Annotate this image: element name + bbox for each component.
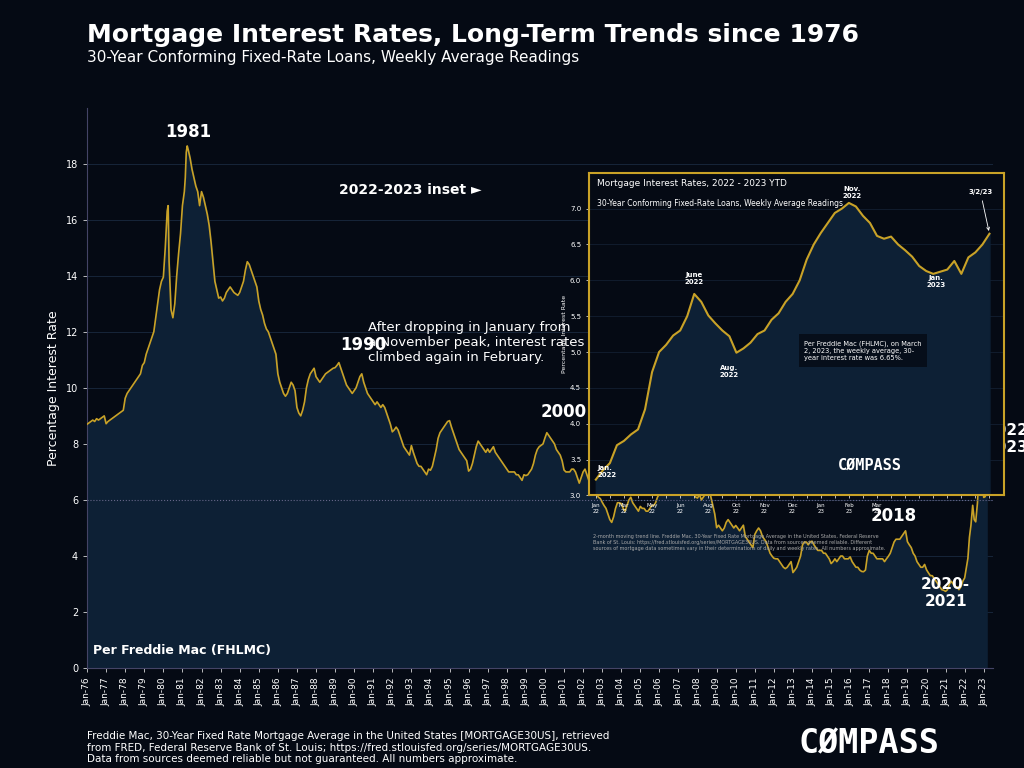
Text: CØMPASS: CØMPASS: [799, 727, 940, 760]
Text: 2-month moving trend line. Freddie Mac, 30-Year Fixed Rate Mortgage Average in t: 2-month moving trend line. Freddie Mac, …: [593, 534, 885, 551]
Text: Jan.
2022: Jan. 2022: [597, 465, 616, 478]
Text: 1981: 1981: [165, 123, 211, 141]
Text: 1990: 1990: [341, 336, 387, 354]
Y-axis label: Percentage Interest Rate: Percentage Interest Rate: [47, 310, 60, 465]
Text: CØMPASS: CØMPASS: [838, 458, 901, 473]
Text: Aug.
2022: Aug. 2022: [720, 365, 739, 378]
Text: Freddie Mac, 30-Year Fixed Rate Mortgage Average in the United States [MORTGAGE3: Freddie Mac, 30-Year Fixed Rate Mortgage…: [87, 731, 609, 764]
Text: Mortgage Interest Rates, 2022 - 2023 YTD: Mortgage Interest Rates, 2022 - 2023 YTD: [597, 179, 787, 188]
Text: Per Freddie Mac (FHLMC): Per Freddie Mac (FHLMC): [93, 644, 270, 657]
Text: 2020-
2021: 2020- 2021: [921, 577, 970, 609]
Text: Nov.
2022: Nov. 2022: [842, 186, 861, 199]
Text: 30-Year Conforming Fixed-Rate Loans, Weekly Average Readings: 30-Year Conforming Fixed-Rate Loans, Wee…: [597, 199, 843, 207]
Text: After dropping in January from
a November peak, interest rates
climbed again in : After dropping in January from a Novembe…: [368, 320, 585, 363]
Text: 3/2/23: 3/2/23: [969, 189, 992, 230]
Text: June
2022: June 2022: [685, 272, 703, 285]
Text: 2018: 2018: [871, 507, 918, 525]
Text: 2022-
2023: 2022- 2023: [986, 422, 1024, 455]
Text: Per Freddie Mac (FHLMC), on March
2, 2023, the weekly average, 30-
year interest: Per Freddie Mac (FHLMC), on March 2, 202…: [805, 340, 922, 361]
Text: 2006-2008: 2006-2008: [638, 458, 737, 476]
Text: 2000: 2000: [541, 403, 587, 422]
Text: 30-Year Conforming Fixed-Rate Loans, Weekly Average Readings: 30-Year Conforming Fixed-Rate Loans, Wee…: [87, 50, 580, 65]
Text: 2022-2023 inset ►: 2022-2023 inset ►: [339, 184, 481, 197]
Y-axis label: Percentage Interest Rate: Percentage Interest Rate: [562, 295, 567, 373]
Text: Jan.
2023: Jan. 2023: [927, 276, 946, 289]
Text: Mortgage Interest Rates, Long-Term Trends since 1976: Mortgage Interest Rates, Long-Term Trend…: [87, 23, 859, 47]
